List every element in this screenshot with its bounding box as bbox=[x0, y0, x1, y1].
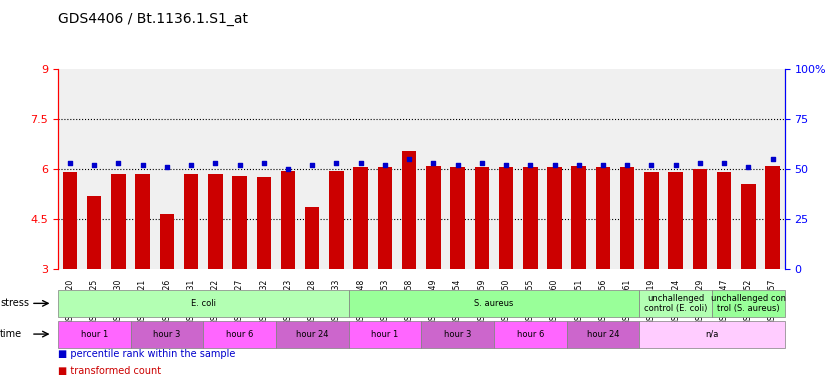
Bar bbox=[596, 167, 610, 269]
Point bbox=[500, 162, 513, 168]
Point bbox=[306, 162, 319, 168]
Bar bbox=[377, 167, 392, 269]
Point bbox=[451, 162, 464, 168]
Point bbox=[257, 160, 270, 166]
Text: hour 3: hour 3 bbox=[444, 329, 472, 339]
Bar bbox=[87, 195, 102, 269]
Text: hour 3: hour 3 bbox=[153, 329, 181, 339]
Bar bbox=[717, 172, 731, 269]
Point bbox=[378, 162, 392, 168]
Point bbox=[136, 162, 150, 168]
Point bbox=[475, 160, 488, 166]
Bar bbox=[548, 167, 562, 269]
Bar bbox=[159, 214, 174, 269]
Bar bbox=[232, 175, 247, 269]
Point bbox=[645, 162, 658, 168]
Point bbox=[402, 156, 415, 162]
Text: unchallenged con
trol (S. aureus): unchallenged con trol (S. aureus) bbox=[711, 294, 786, 313]
Text: hour 24: hour 24 bbox=[296, 329, 329, 339]
Point bbox=[742, 164, 755, 170]
Point bbox=[160, 164, 173, 170]
Bar bbox=[112, 174, 126, 269]
Text: S. aureus: S. aureus bbox=[474, 299, 514, 308]
Point bbox=[88, 162, 101, 168]
Point bbox=[693, 160, 706, 166]
Bar bbox=[305, 207, 320, 269]
Bar bbox=[523, 167, 538, 269]
Point bbox=[548, 162, 561, 168]
Text: ■ transformed count: ■ transformed count bbox=[58, 366, 161, 376]
Text: hour 6: hour 6 bbox=[516, 329, 544, 339]
Point bbox=[354, 160, 368, 166]
Bar bbox=[330, 170, 344, 269]
Bar bbox=[766, 166, 780, 269]
Text: stress: stress bbox=[0, 298, 29, 308]
Bar bbox=[402, 151, 416, 269]
Text: time: time bbox=[0, 329, 22, 339]
Text: hour 6: hour 6 bbox=[225, 329, 254, 339]
Bar bbox=[257, 177, 271, 269]
Point bbox=[330, 160, 343, 166]
Point bbox=[620, 162, 634, 168]
Text: n/a: n/a bbox=[705, 329, 719, 339]
Bar bbox=[354, 167, 368, 269]
Bar bbox=[668, 172, 683, 269]
Bar bbox=[63, 172, 77, 269]
Text: unchallenged
control (E. coli): unchallenged control (E. coli) bbox=[644, 294, 707, 313]
Text: hour 1: hour 1 bbox=[81, 329, 107, 339]
Point bbox=[282, 166, 295, 172]
Bar bbox=[644, 172, 658, 269]
Bar bbox=[693, 169, 707, 269]
Point bbox=[184, 162, 197, 168]
Bar bbox=[450, 167, 465, 269]
Text: hour 1: hour 1 bbox=[372, 329, 398, 339]
Text: E. coli: E. coli bbox=[191, 299, 216, 308]
Text: ■ percentile rank within the sample: ■ percentile rank within the sample bbox=[58, 349, 235, 359]
Bar bbox=[499, 167, 513, 269]
Point bbox=[233, 162, 246, 168]
Bar bbox=[184, 174, 198, 269]
Bar bbox=[741, 184, 756, 269]
Point bbox=[524, 162, 537, 168]
Bar bbox=[426, 166, 440, 269]
Point bbox=[209, 160, 222, 166]
Bar bbox=[208, 174, 222, 269]
Text: GDS4406 / Bt.1136.1.S1_at: GDS4406 / Bt.1136.1.S1_at bbox=[58, 12, 248, 25]
Point bbox=[718, 160, 731, 166]
Point bbox=[427, 160, 440, 166]
Bar bbox=[475, 167, 489, 269]
Bar bbox=[135, 174, 150, 269]
Bar bbox=[281, 170, 295, 269]
Point bbox=[669, 162, 682, 168]
Text: hour 24: hour 24 bbox=[586, 329, 620, 339]
Point bbox=[596, 162, 610, 168]
Bar bbox=[620, 167, 634, 269]
Point bbox=[112, 160, 125, 166]
Point bbox=[766, 156, 779, 162]
Point bbox=[64, 160, 77, 166]
Point bbox=[572, 162, 586, 168]
Bar bbox=[572, 166, 586, 269]
